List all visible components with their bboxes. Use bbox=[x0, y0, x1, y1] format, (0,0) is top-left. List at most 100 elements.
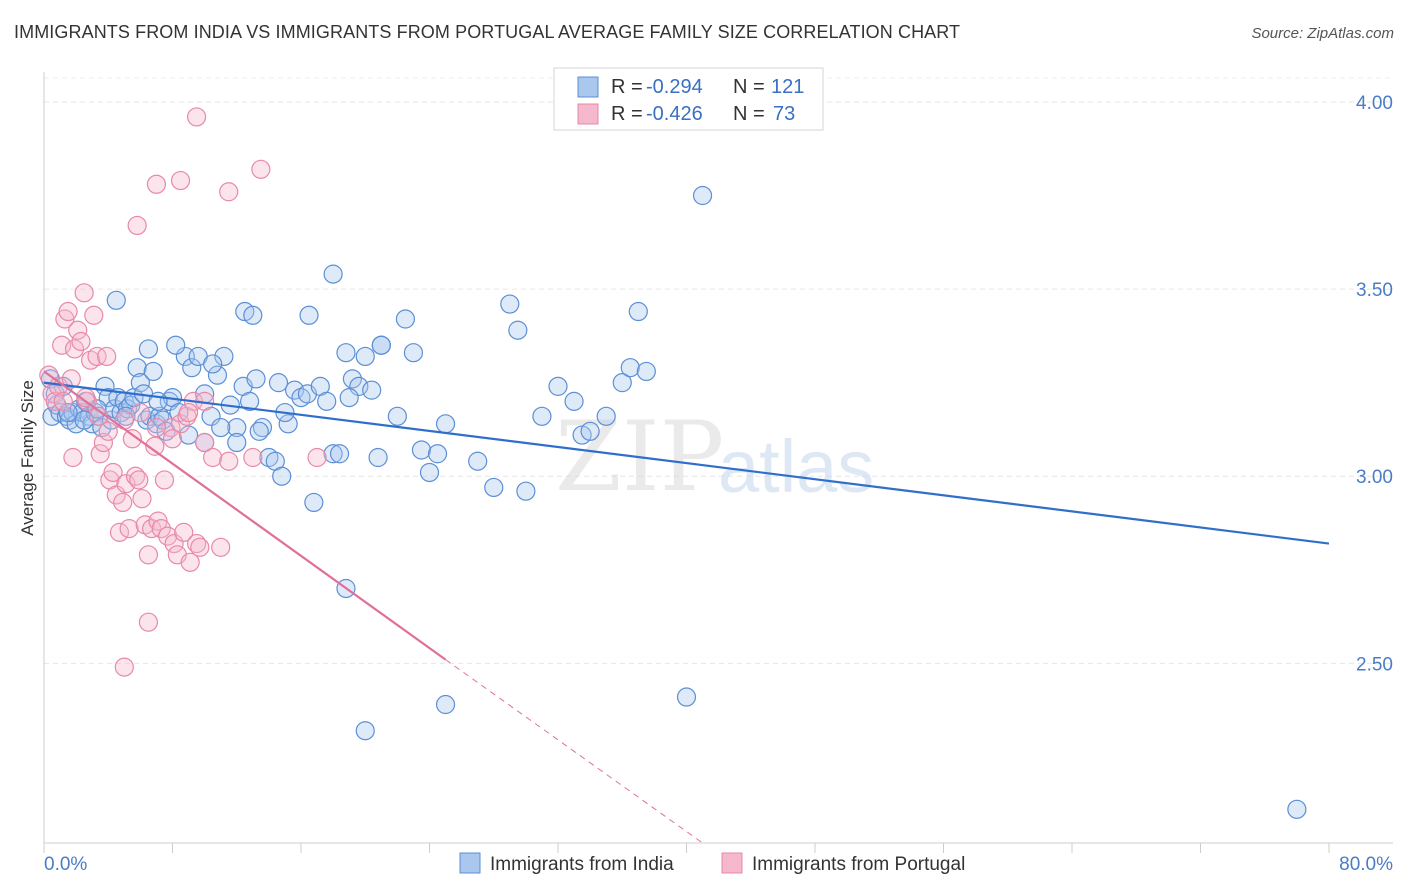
legend-box: R = -0.294 N = 121 R = -0.426 N = 73 bbox=[553, 67, 824, 131]
portugal-point-16 bbox=[90, 444, 110, 464]
india-point-49 bbox=[227, 417, 247, 438]
portugal-point-25 bbox=[119, 519, 139, 539]
portugal-point-17 bbox=[93, 432, 114, 453]
india-point-91 bbox=[620, 358, 640, 378]
india-point-65 bbox=[329, 444, 350, 464]
legend-swatch-india bbox=[577, 76, 599, 98]
axes bbox=[43, 72, 1393, 853]
portugal-point-52 bbox=[243, 447, 263, 468]
india-point-105 bbox=[211, 417, 231, 438]
india-point-86 bbox=[564, 391, 584, 411]
india-point-73 bbox=[395, 309, 416, 329]
portugal-point-7 bbox=[61, 369, 81, 389]
portugal-point-55 bbox=[63, 447, 83, 468]
india-points bbox=[40, 185, 1307, 819]
portugal-point-10 bbox=[71, 331, 91, 352]
portugal-point-11 bbox=[74, 283, 94, 303]
portugal-point-48 bbox=[195, 432, 215, 453]
portugal-trend-extension bbox=[445, 659, 703, 844]
portugal-point-41 bbox=[170, 414, 191, 434]
portugal-point-32 bbox=[142, 519, 162, 539]
india-point-82 bbox=[508, 320, 528, 340]
portugal-point-47 bbox=[190, 537, 210, 557]
india-point-25 bbox=[117, 399, 138, 419]
india-point-85 bbox=[548, 376, 568, 396]
portugal-point-23 bbox=[113, 492, 133, 513]
india-point-111 bbox=[74, 410, 94, 430]
india-point-77 bbox=[427, 444, 448, 464]
portugal-point-27 bbox=[125, 466, 146, 486]
y-tick-label-2: 3.50 bbox=[1356, 280, 1393, 301]
portugal-point-9 bbox=[68, 320, 88, 340]
india-point-95 bbox=[138, 339, 159, 359]
grid-lines bbox=[44, 77, 1393, 664]
portugal-point-70 bbox=[127, 215, 147, 236]
india-point-61 bbox=[304, 492, 324, 513]
y-tick-label-3: 4.00 bbox=[1356, 93, 1393, 114]
portugal-point-4 bbox=[52, 335, 72, 355]
india-point-52 bbox=[246, 369, 266, 389]
bottom-legend-swatch-portugal bbox=[721, 852, 743, 874]
y-tick-label-1: 3.00 bbox=[1356, 467, 1393, 488]
legend-n-value-india: 121 bbox=[771, 76, 804, 98]
india-point-70 bbox=[362, 380, 382, 400]
india-point-56 bbox=[272, 466, 292, 486]
india-point-112 bbox=[58, 402, 78, 423]
trend-lines bbox=[43, 370, 1330, 844]
x-tick-labels: 0.0% 80.0% bbox=[44, 854, 1393, 875]
india-point-103 bbox=[249, 421, 269, 441]
watermark-atlas: atlas bbox=[718, 425, 874, 508]
india-point-72 bbox=[387, 406, 407, 426]
india-point-46 bbox=[207, 365, 228, 385]
portugal-point-26 bbox=[122, 429, 142, 449]
india-point-114 bbox=[368, 447, 388, 468]
india-point-69 bbox=[355, 346, 375, 367]
india-point-122 bbox=[1287, 799, 1307, 819]
portugal-point-36 bbox=[154, 470, 175, 490]
portugal-point-2 bbox=[45, 391, 65, 411]
source-credit: Source: ZipAtlas.com bbox=[1251, 25, 1394, 42]
portugal-point-14 bbox=[84, 305, 104, 325]
y-tick-labels: 2.50 3.00 3.50 4.00 bbox=[1356, 93, 1393, 675]
india-point-100 bbox=[299, 305, 319, 325]
y-axis-label: Average Family Size bbox=[18, 380, 37, 536]
india-point-96 bbox=[178, 425, 199, 445]
portugal-point-28 bbox=[129, 470, 149, 490]
portugal-point-69 bbox=[251, 159, 271, 179]
india-point-31 bbox=[137, 410, 157, 430]
portugal-point-50 bbox=[211, 537, 231, 557]
portugal-point-66 bbox=[170, 170, 191, 191]
portugal-point-29 bbox=[132, 489, 152, 509]
india-point-57 bbox=[278, 414, 298, 434]
portugal-point-8 bbox=[64, 339, 85, 359]
portugal-point-60 bbox=[130, 402, 150, 423]
india-point-67 bbox=[342, 369, 362, 389]
portugal-point-22 bbox=[109, 522, 130, 542]
portugal-point-6 bbox=[58, 301, 78, 322]
india-point-28 bbox=[127, 358, 147, 378]
india-point-81 bbox=[500, 294, 520, 314]
legend-n-label-portugal: N = bbox=[733, 103, 765, 125]
portugal-point-51 bbox=[219, 451, 239, 471]
india-point-51 bbox=[240, 391, 260, 411]
india-point-42 bbox=[182, 358, 202, 378]
india-point-97 bbox=[203, 354, 223, 374]
india-point-101 bbox=[323, 264, 343, 284]
legend-r-label-india: R = bbox=[611, 76, 643, 98]
portugal-point-37 bbox=[158, 526, 178, 546]
india-point-47 bbox=[214, 346, 234, 367]
india-point-32 bbox=[140, 406, 160, 426]
portugal-point-68 bbox=[219, 182, 239, 202]
legend-n-label-india: N = bbox=[733, 76, 765, 98]
portugal-point-33 bbox=[145, 436, 165, 456]
portugal-point-15 bbox=[87, 346, 107, 367]
portugal-point-58 bbox=[98, 421, 118, 441]
india-point-88 bbox=[580, 421, 600, 441]
india-point-79 bbox=[468, 451, 488, 471]
bottom-legend-label-india: Immigrants from India bbox=[490, 854, 674, 875]
portugal-point-18 bbox=[97, 346, 117, 367]
portugal-point-46 bbox=[186, 533, 207, 554]
legend-r-value-india: -0.294 bbox=[646, 76, 703, 98]
portugal-point-67 bbox=[186, 107, 207, 127]
bottom-legend: Immigrants from India Immigrants from Po… bbox=[459, 852, 965, 875]
